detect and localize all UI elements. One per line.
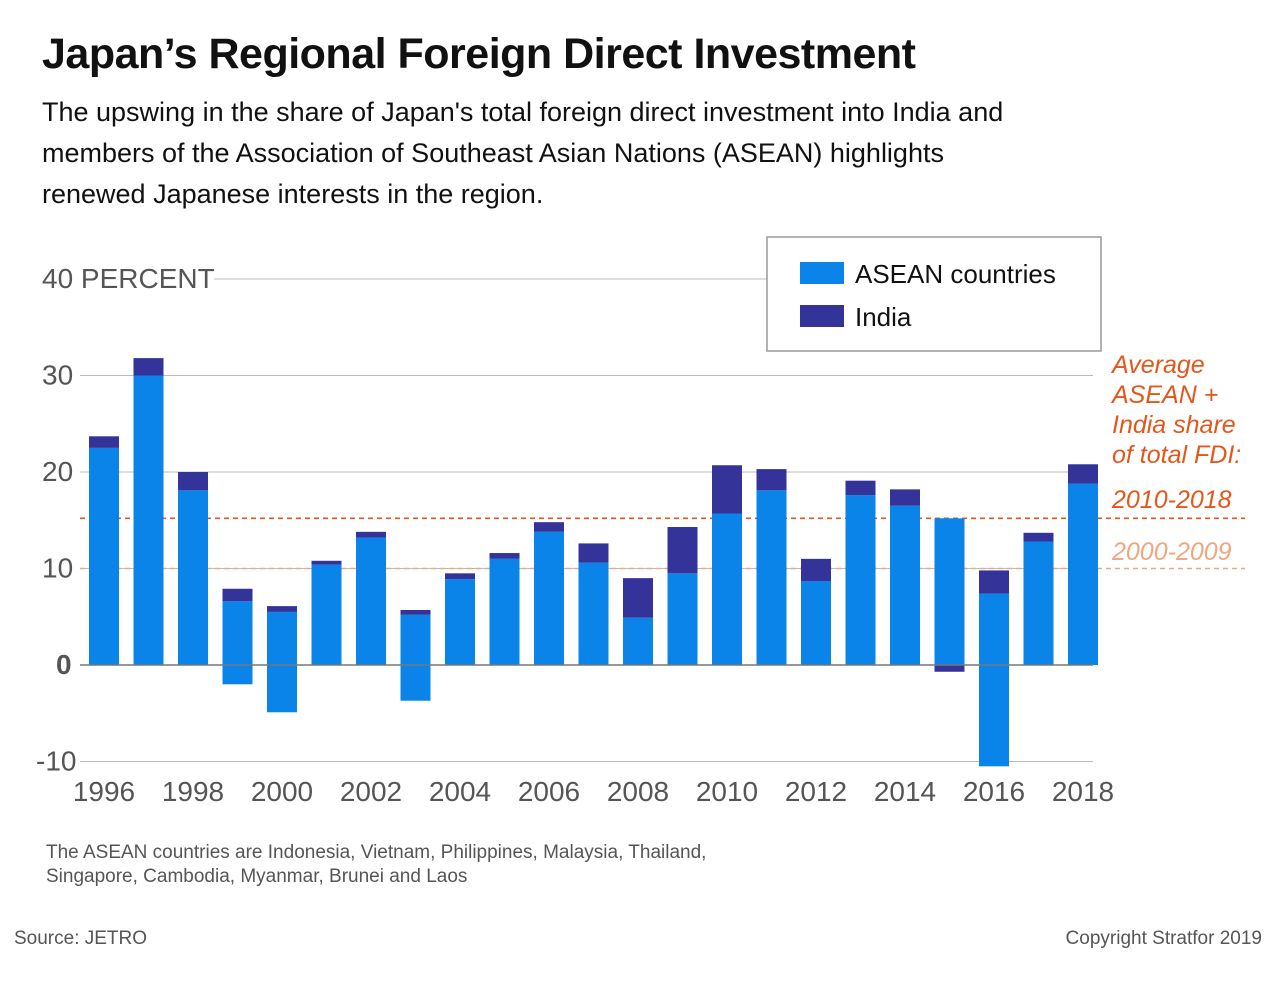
bar-india bbox=[133, 358, 164, 376]
bar-asean-negative bbox=[267, 665, 297, 713]
bar-asean bbox=[311, 564, 342, 665]
x-tick-label: 2012 bbox=[785, 776, 847, 807]
bar-asean bbox=[133, 375, 164, 665]
x-tick-label: 2018 bbox=[1052, 776, 1114, 807]
bar-india bbox=[534, 522, 564, 532]
bar-india bbox=[489, 553, 520, 559]
legend: ASEAN countries India bbox=[766, 236, 1102, 352]
bar-india bbox=[890, 489, 920, 506]
x-tick-label: 2000 bbox=[251, 776, 313, 807]
legend-label-asean: ASEAN countries bbox=[855, 259, 1056, 289]
reference-label-2000-2009: 2000-2009 bbox=[1111, 538, 1232, 566]
bar-asean bbox=[578, 562, 609, 665]
x-tick-label: 2008 bbox=[607, 776, 669, 807]
annotation-line-3: India share bbox=[1112, 411, 1236, 439]
bar-india bbox=[801, 558, 831, 582]
x-tick-label: 1998 bbox=[162, 776, 224, 807]
bar-asean-negative bbox=[222, 665, 253, 685]
reference-label-2010-2018: 2010-2018 bbox=[1111, 486, 1232, 514]
bar-asean bbox=[890, 505, 920, 665]
bar-asean bbox=[222, 601, 253, 665]
bar-asean bbox=[267, 611, 297, 665]
bar-india bbox=[178, 472, 208, 491]
bar-asean bbox=[979, 593, 1009, 665]
legend-swatch-india bbox=[800, 305, 844, 327]
bar-india bbox=[845, 480, 876, 496]
x-tick-label: 2010 bbox=[696, 776, 758, 807]
bar-asean bbox=[1068, 483, 1098, 665]
axis-labels: -10 0 10 20 30 40 PERCENT 1996 1998 2000 2002 2004… bbox=[36, 263, 1114, 807]
bar-india-negative bbox=[934, 665, 965, 672]
y-tick-label: 30 bbox=[42, 360, 73, 391]
bar-india bbox=[445, 573, 475, 580]
y-tick-label: 0 bbox=[56, 649, 72, 680]
bar-asean bbox=[400, 614, 431, 665]
bar-asean bbox=[801, 581, 831, 665]
bar-india bbox=[1068, 464, 1098, 484]
bar-india bbox=[712, 465, 742, 514]
bar-india bbox=[89, 436, 119, 448]
annotation-line-2: ASEAN + bbox=[1110, 381, 1218, 409]
bar-asean-negative bbox=[400, 665, 431, 701]
bars bbox=[89, 358, 1098, 767]
bar-asean bbox=[89, 447, 119, 665]
chart-title: Japan’s Regional Foreign Direct Investme… bbox=[42, 30, 916, 78]
bar-asean bbox=[667, 573, 698, 665]
footnote: The ASEAN countries are Indonesia, Vietn… bbox=[46, 842, 707, 887]
copyright-notice: Copyright Stratfor 2019 bbox=[1065, 928, 1262, 949]
bar-asean bbox=[178, 490, 208, 665]
x-tick-label: 2006 bbox=[518, 776, 580, 807]
x-tick-label: 2002 bbox=[340, 776, 402, 807]
annotation-line-4: of total FDI: bbox=[1112, 441, 1241, 469]
legend-box bbox=[766, 236, 1102, 352]
bar-india bbox=[1023, 532, 1054, 542]
chart-subtitle: The upswing in the share of Japan's tota… bbox=[42, 97, 1004, 209]
bar-asean bbox=[845, 495, 876, 665]
bar-asean bbox=[489, 558, 520, 665]
bar-india bbox=[222, 588, 253, 602]
y-tick-label: 20 bbox=[42, 456, 73, 487]
bar-asean-negative bbox=[979, 665, 1009, 767]
bar-india bbox=[400, 609, 431, 615]
bar-india bbox=[756, 469, 787, 491]
bar-asean bbox=[756, 490, 787, 665]
y-tick-label: -10 bbox=[36, 746, 76, 777]
bar-india bbox=[979, 570, 1009, 594]
x-tick-label: 1996 bbox=[73, 776, 135, 807]
y-tick-label: 40 PERCENT bbox=[42, 263, 215, 294]
bar-india bbox=[311, 560, 342, 565]
bar-india bbox=[578, 543, 609, 563]
bar-india bbox=[623, 578, 653, 618]
annotation-line-1: Average bbox=[1110, 351, 1205, 379]
bar-india bbox=[667, 527, 698, 574]
bar-asean bbox=[356, 537, 386, 665]
average-annotation: Average ASEAN + India share of total FDI… bbox=[1110, 351, 1241, 566]
bar-asean bbox=[534, 531, 564, 665]
bar-asean bbox=[934, 518, 965, 665]
y-tick-label: 10 bbox=[42, 553, 73, 584]
bar-asean bbox=[1023, 541, 1054, 665]
x-tick-label: 2016 bbox=[963, 776, 1025, 807]
bar-asean bbox=[445, 579, 475, 665]
bar-india bbox=[356, 531, 386, 538]
legend-label-india: India bbox=[855, 302, 912, 332]
x-tick-label: 2004 bbox=[429, 776, 491, 807]
x-tick-label: 2014 bbox=[874, 776, 936, 807]
bar-asean bbox=[623, 617, 653, 665]
bar-india bbox=[267, 606, 297, 612]
bar-asean bbox=[712, 513, 742, 665]
legend-swatch-asean bbox=[800, 262, 844, 284]
source-credit: Source: JETRO bbox=[14, 928, 148, 949]
